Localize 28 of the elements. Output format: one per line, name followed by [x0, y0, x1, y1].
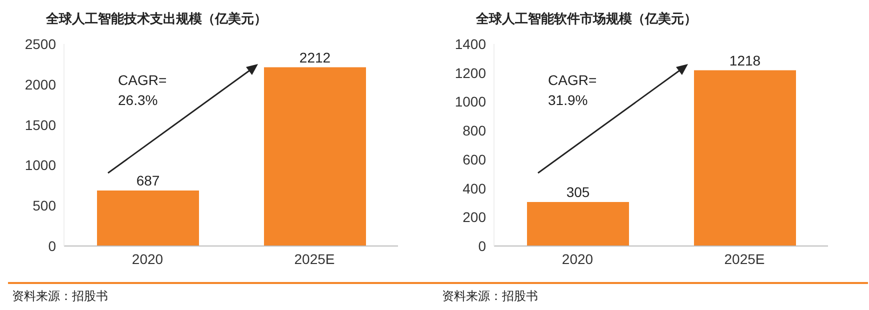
chart-title: 全球人工智能软件市场规模（亿美元） [476, 10, 697, 28]
x-tick-label: 2020 [562, 250, 594, 267]
data-label: 2212 [299, 49, 331, 66]
chart-title: 全球人工智能技术支出规模（亿美元） [46, 10, 267, 28]
data-label: 1218 [729, 52, 761, 68]
x-tick-label: 2025E [294, 250, 335, 267]
y-tick-label: 1000 [24, 157, 56, 174]
y-tick-label: 500 [32, 198, 56, 214]
data-label: 687 [136, 172, 160, 188]
y-tick-label: 2000 [24, 76, 56, 92]
y-tick-label: 400 [462, 180, 486, 196]
annotation: CAGR= 31.9% [548, 71, 597, 110]
y-tick-label: 1500 [24, 116, 56, 133]
x-tick-label: 2025E [724, 250, 765, 267]
y-tick-label: 2500 [24, 36, 56, 52]
y-tick-label: 200 [462, 209, 486, 226]
y-tick-label: 0 [48, 238, 56, 254]
y-tick-label: 600 [462, 151, 486, 168]
y-tick-label: 1200 [454, 64, 486, 81]
y-tick-label: 800 [462, 122, 486, 139]
annotation: CAGR= 26.3% [118, 71, 167, 110]
y-tick-label: 0 [478, 238, 486, 254]
data-label: 305 [566, 184, 590, 200]
y-tick-label: 1000 [454, 94, 486, 110]
text: 资料来源：招股书 [442, 288, 538, 305]
x-tick-label: 2020 [132, 250, 164, 267]
y-tick-label: 1400 [454, 36, 486, 52]
text: 资料来源：招股书 [12, 288, 108, 305]
